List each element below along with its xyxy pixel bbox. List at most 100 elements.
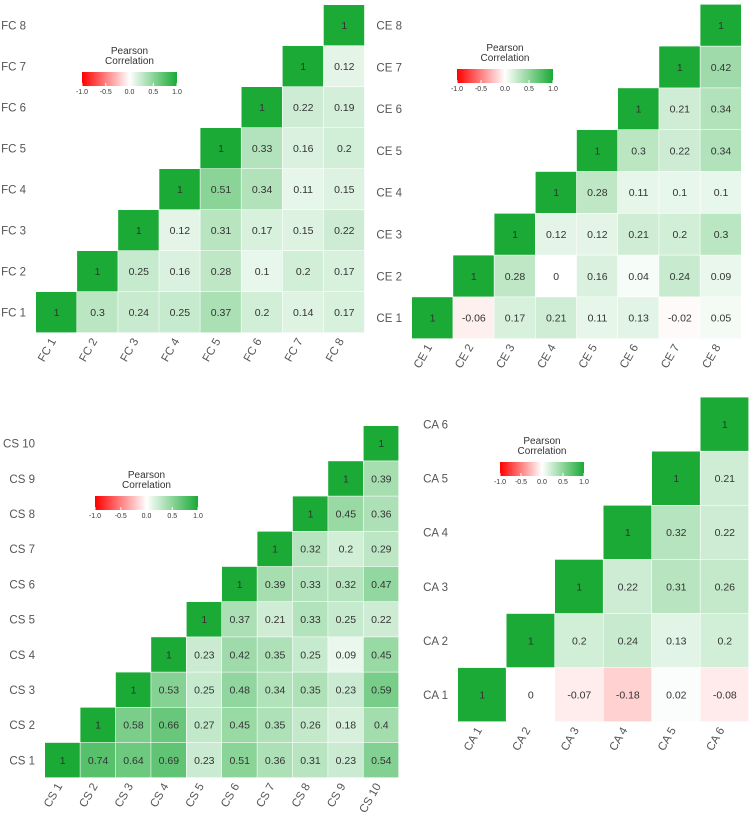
cell-value-fc-6-3: 0.17	[252, 225, 273, 237]
cell-value-ce-5-4: 0.28	[587, 187, 608, 199]
cell-value-fc-7-7: 1	[300, 61, 306, 73]
x-tick-label-cs-7: CS 7	[255, 782, 278, 810]
heatmap-cell-fc-7-1	[282, 292, 324, 333]
cell-value-ca-4-1: -0.18	[616, 689, 640, 701]
cell-value-ca-6-1: -0.08	[713, 689, 737, 701]
y-tick-label-cs-6: CS 6	[9, 579, 35, 591]
legend-title-ca: Pearson	[523, 436, 560, 447]
heatmap-cell-fc-6-1	[241, 292, 282, 333]
cell-value-ce-7-6: 0.21	[670, 104, 691, 116]
cell-value-cs-10-3: 0.59	[371, 685, 392, 697]
heatmap-cell-cs-6-1	[222, 742, 257, 778]
legend-title-ce: Pearson	[486, 43, 523, 54]
y-tick-label-ce-5: CE 5	[376, 146, 402, 158]
heatmap-cell-ca-5-3	[652, 559, 700, 614]
heatmap-cell-cs-8-2	[292, 707, 328, 743]
cell-value-fc-8-3: 0.22	[334, 225, 355, 237]
heatmap-cell-ca-6-2	[700, 613, 749, 668]
legend-tick-label-cs-5: 1.0	[193, 513, 203, 520]
cell-value-ce-1-1: 1	[430, 313, 436, 325]
heatmap-cell-cs-4-3	[151, 672, 186, 707]
heatmap-cell-cs-7-2	[257, 707, 293, 743]
cell-value-ce-7-4: 0.1	[672, 187, 687, 199]
y-tick-label-ce-1: CE 1	[376, 313, 402, 325]
cell-value-cs-9-7: 0.2	[339, 544, 354, 556]
heatmap-cell-ce-8-8	[700, 4, 741, 46]
cell-value-ce-4-1: 0.21	[546, 313, 567, 325]
heatmap-cell-cs-5-2	[186, 707, 222, 743]
cell-value-ce-8-3: 0.3	[714, 229, 729, 241]
y-tick-label-fc-6: FC 6	[1, 103, 26, 115]
cell-value-fc-4-1: 0.25	[170, 307, 191, 319]
heatmap-cell-ca-5-2	[652, 613, 700, 668]
cell-value-ce-7-3: 0.2	[672, 229, 687, 241]
cell-value-ca-3-2: 0.2	[572, 635, 587, 647]
cell-value-ce-6-5: 0.3	[631, 145, 646, 157]
cell-value-cs-6-5: 0.37	[229, 614, 250, 626]
heatmap-cell-ce-8-4	[700, 171, 741, 213]
heatmap-cell-ca-3-2	[555, 613, 603, 668]
cell-value-cs-6-1: 0.51	[229, 755, 250, 767]
y-tick-label-fc-5: FC 5	[1, 144, 26, 156]
heatmap-cell-fc-5-5	[200, 128, 241, 169]
heatmap-cell-fc-3-2	[118, 251, 159, 292]
x-tick-label-cs-9: CS 9	[325, 782, 348, 810]
cell-value-ca-4-3: 0.22	[618, 581, 639, 593]
x-tick-label-cs-1: CS 1	[42, 782, 65, 810]
heatmap-cell-fc-7-3	[282, 210, 324, 251]
cell-value-cs-6-2: 0.45	[229, 720, 250, 732]
heatmap-cell-cs-8-7	[292, 531, 328, 567]
heatmap-cell-ce-3-2	[494, 255, 535, 297]
heatmap-cell-cs-10-6	[363, 566, 399, 602]
heatmap-cell-cs-3-2	[115, 707, 151, 743]
heatmap-cell-cs-6-5	[222, 602, 257, 637]
cell-value-cs-2-1: 0.74	[88, 755, 109, 767]
cell-value-fc-6-6: 1	[259, 102, 265, 114]
y-tick-label-ca-3: CA 3	[423, 582, 448, 594]
heatmap-cell-ce-6-2	[618, 255, 659, 297]
cell-value-ce-5-3: 0.12	[587, 229, 608, 241]
x-tick-label-cs-10: CS 10	[358, 782, 384, 816]
heatmap-cell-ce-6-6	[618, 88, 659, 130]
y-tick-label-cs-5: CS 5	[9, 615, 35, 627]
cell-value-ce-3-3: 1	[512, 229, 518, 241]
cell-value-cs-4-4: 1	[166, 649, 172, 661]
cell-value-ca-6-6: 1	[722, 419, 728, 431]
heatmap-cell-fc-7-6	[282, 87, 324, 128]
heatmap-cell-ce-7-5	[659, 130, 700, 172]
cell-value-ce-7-1: -0.02	[668, 313, 692, 325]
heatmap-cell-cs-3-1	[115, 742, 151, 778]
cell-value-ce-6-6: 1	[636, 104, 642, 116]
heatmap-cell-cs-6-3	[222, 672, 257, 707]
cell-value-ce-3-2: 0.28	[505, 271, 526, 283]
cell-value-ca-2-2: 1	[528, 635, 534, 647]
cell-value-cs-10-1: 0.54	[371, 755, 392, 767]
cell-value-cs-7-5: 0.21	[265, 614, 286, 626]
y-tick-label-cs-9: CS 9	[9, 474, 35, 486]
heatmap-cell-ca-4-2	[603, 613, 652, 668]
cell-value-cs-9-4: 0.09	[336, 649, 357, 661]
heatmap-cell-ce-2-2	[453, 255, 494, 297]
heatmap-cell-cs-8-5	[292, 602, 328, 637]
heatmap-cell-cs-8-8	[292, 496, 328, 531]
heatmap-cell-cs-3-3	[115, 672, 151, 707]
legend-tick-label-fc-1: -1.0	[76, 89, 88, 96]
y-tick-label-fc-7: FC 7	[1, 62, 26, 74]
heatmap-cell-cs-6-6	[222, 566, 257, 602]
cell-value-ce-8-2: 0.09	[711, 271, 732, 283]
heatmap-cell-ca-6-6	[700, 397, 749, 451]
heatmap-cell-cs-9-5	[328, 602, 363, 637]
cell-value-ce-3-1: 0.17	[505, 313, 526, 325]
heatmap-cell-ca-5-5	[652, 451, 700, 505]
x-tick-label-cs-8: CS 8	[290, 782, 313, 810]
legend-colorbar-ca	[500, 462, 584, 476]
cell-value-cs-4-1: 0.69	[159, 755, 180, 767]
heatmap-cell-cs-7-4	[257, 637, 293, 672]
heatmap-cell-ce-5-2	[576, 255, 618, 297]
heatmap-cell-ca-6-3	[700, 559, 749, 614]
cell-value-fc-7-1: 0.14	[293, 307, 314, 319]
cell-value-cs-9-8: 0.45	[336, 509, 357, 521]
cell-value-fc-8-8: 1	[341, 20, 347, 32]
cell-value-cs-8-6: 0.33	[300, 579, 321, 591]
